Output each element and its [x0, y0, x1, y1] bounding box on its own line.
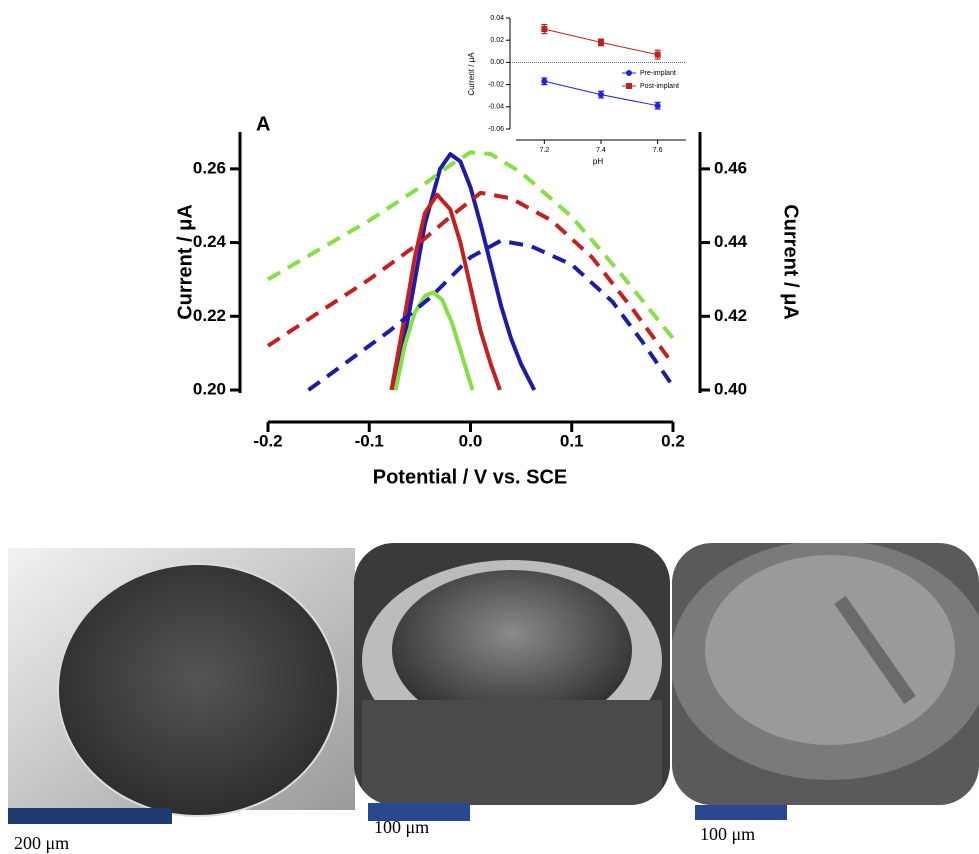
sem-image — [8, 548, 355, 817]
scale-label: 200 μm — [14, 833, 69, 853]
x-tick-label: -0.1 — [355, 431, 384, 450]
x-tick-label: 7.6 — [653, 147, 663, 154]
y-tick-label: 0.00 — [490, 59, 504, 66]
y-tick-label: -0.06 — [488, 126, 504, 133]
y-tick-label: -0.04 — [488, 104, 504, 111]
x-tick-label: -0.2 — [253, 431, 282, 450]
y-tick-label: 0.04 — [490, 15, 504, 22]
point — [541, 26, 548, 33]
y-tick-label: 0.22 — [193, 306, 226, 325]
legend-marker — [626, 70, 632, 76]
scale-bar — [695, 805, 787, 820]
x-tick-label: 0.1 — [560, 431, 584, 450]
y2-tick-label: 0.46 — [714, 158, 747, 177]
y-tick-label: 0.20 — [193, 379, 226, 398]
x-tick-label: 0.2 — [661, 431, 685, 450]
series-line — [266, 190, 675, 366]
legend-label: Post-implant — [640, 83, 679, 90]
sem-image — [354, 543, 670, 805]
y-axis-label: Current / μA — [467, 52, 476, 96]
y-tick-label: -0.02 — [488, 81, 504, 88]
scale-bar — [8, 808, 172, 824]
point — [598, 39, 604, 46]
scale-bar — [368, 803, 470, 821]
point — [541, 78, 548, 85]
legend-marker — [626, 83, 632, 89]
scale-label: 100 μm — [700, 824, 755, 844]
panel-label: A — [256, 113, 270, 135]
series-line — [266, 150, 675, 340]
legend-label: Pre-implant — [640, 70, 676, 77]
series-line — [307, 238, 675, 392]
y2-axis-label: Current / μA — [780, 204, 802, 320]
x-tick-label: 7.4 — [596, 147, 606, 154]
y-tick-label: 0.24 — [193, 232, 227, 251]
y-axis-label: Current / μA — [174, 204, 196, 320]
y2-tick-label: 0.44 — [714, 232, 748, 251]
y-tick-label: 0.02 — [490, 37, 504, 44]
y-tick-label: 0.26 — [193, 158, 226, 177]
y2-tick-label: 0.42 — [714, 306, 747, 325]
x-axis-label: Potential / V vs. SCE — [373, 466, 568, 488]
point — [654, 102, 661, 109]
x-tick-label: 7.2 — [539, 147, 549, 154]
point — [654, 51, 661, 58]
series-line — [393, 290, 475, 391]
x-tick-label: 0.0 — [459, 431, 483, 450]
x-axis-label: pH — [593, 157, 603, 166]
scale-label: 100 μm — [374, 817, 429, 837]
point — [598, 91, 604, 98]
y2-tick-label: 0.40 — [714, 379, 747, 398]
series-line — [392, 152, 537, 391]
series-line — [389, 192, 502, 391]
sem-image — [672, 543, 979, 805]
